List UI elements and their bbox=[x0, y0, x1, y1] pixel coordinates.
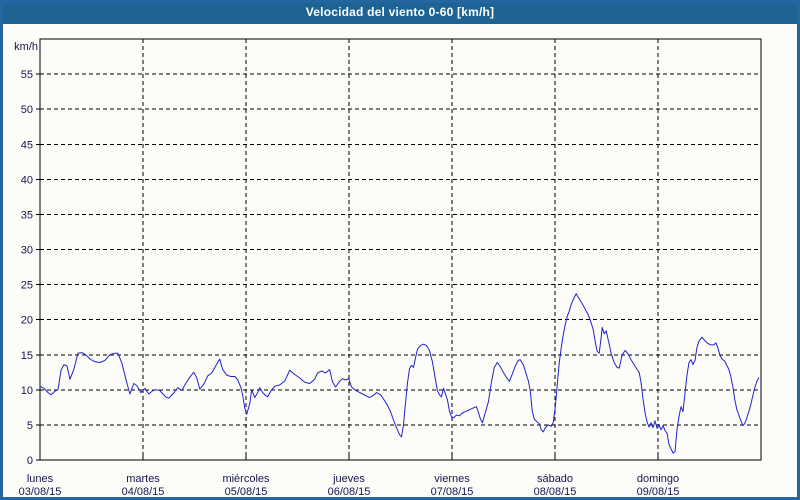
y-tick-label: 45 bbox=[21, 139, 33, 151]
x-axis-day-date-label: 08/08/15 bbox=[534, 486, 577, 498]
y-tick-label: 25 bbox=[21, 280, 33, 292]
y-tick-label: 35 bbox=[21, 209, 33, 221]
y-tick-label: 40 bbox=[21, 174, 33, 186]
y-axis-unit-label: km/h bbox=[14, 41, 38, 53]
y-tick-label: 50 bbox=[21, 104, 33, 116]
x-axis-day-date-label: 07/08/15 bbox=[431, 486, 474, 498]
x-axis-day-name-label: jueves bbox=[332, 473, 365, 485]
y-tick-label: 10 bbox=[21, 385, 33, 397]
x-axis-day-name-label: domingo bbox=[637, 473, 679, 485]
x-axis-day-name-label: sábado bbox=[537, 473, 573, 485]
x-axis-day-date-label: 06/08/15 bbox=[328, 486, 371, 498]
y-tick-label: 55 bbox=[21, 69, 33, 81]
title-bar: Velocidad del viento 0-60 [km/h] bbox=[0, 0, 800, 24]
x-axis-day-name-label: lunes bbox=[27, 473, 54, 485]
y-tick-label: 0 bbox=[27, 455, 33, 467]
x-axis-day-name-label: miércoles bbox=[222, 473, 270, 485]
y-tick-label: 5 bbox=[27, 420, 33, 432]
page-title: Velocidad del viento 0-60 [km/h] bbox=[305, 5, 495, 19]
x-axis-day-name-label: martes bbox=[126, 473, 160, 485]
x-axis-day-date-label: 09/08/15 bbox=[637, 486, 680, 498]
x-axis-day-date-label: 04/08/15 bbox=[122, 486, 165, 498]
y-tick-label: 30 bbox=[21, 245, 33, 257]
y-tick-label: 20 bbox=[21, 315, 33, 327]
x-axis-day-date-label: 05/08/15 bbox=[225, 486, 268, 498]
y-tick-label: 15 bbox=[21, 350, 33, 362]
series-line bbox=[39, 293, 760, 454]
x-axis-day-date-label: 03/08/15 bbox=[19, 486, 62, 498]
x-axis-day-name-label: viernes bbox=[434, 473, 470, 485]
